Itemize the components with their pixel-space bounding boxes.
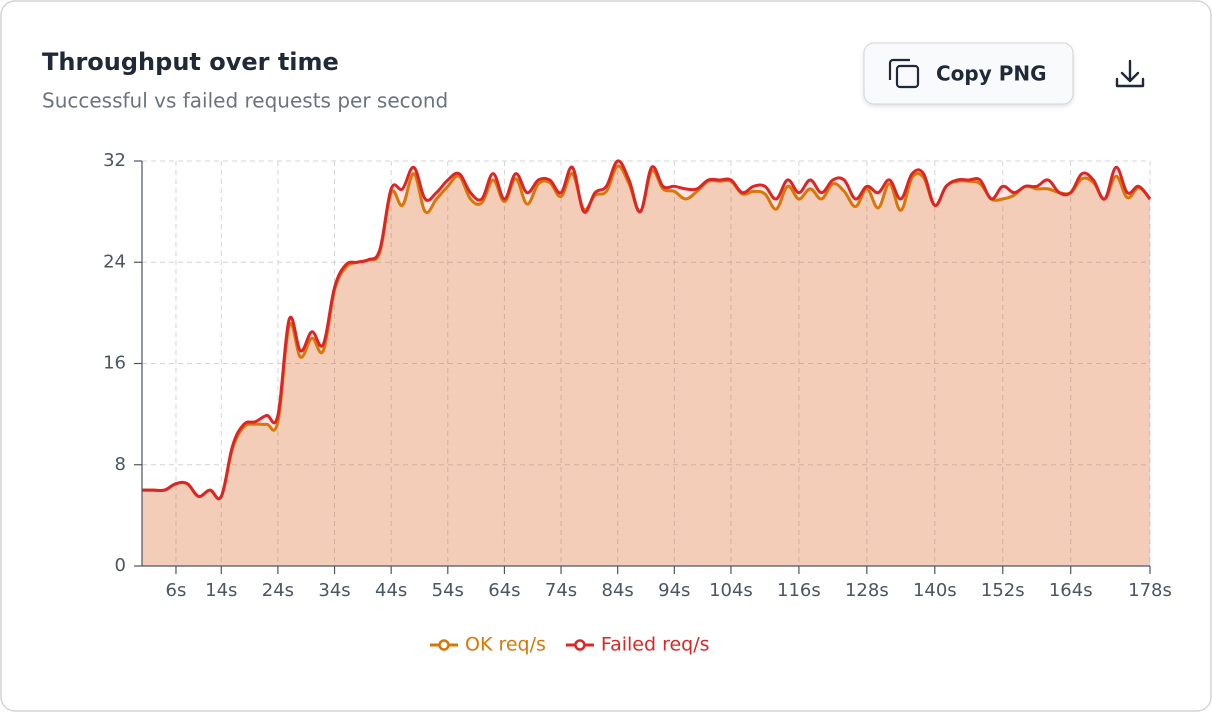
x-tick-label: 164s <box>1049 580 1093 601</box>
legend-item[interactable]: OK req/s <box>430 634 546 656</box>
x-tick-label: 104s <box>709 580 753 601</box>
x-tick-label: 140s <box>913 580 957 601</box>
x-tick-label: 178s <box>1128 580 1172 601</box>
y-tick-label: 24 <box>103 251 126 272</box>
series-line <box>141 159 1152 501</box>
x-tick-label: 128s <box>845 580 889 601</box>
x-tick-label: 94s <box>658 580 690 601</box>
legend-marker <box>438 639 450 651</box>
series-area <box>142 160 1150 566</box>
legend-label: OK req/s <box>465 634 546 656</box>
download-button[interactable] <box>1115 59 1145 88</box>
copy-button[interactable]: Copy PNG <box>863 42 1074 105</box>
x-tick-label: 74s <box>545 580 577 601</box>
x-tick-label: 152s <box>981 580 1025 601</box>
card-title: Throughput over time <box>42 48 339 76</box>
y-tick-label: 8 <box>115 454 126 475</box>
copy-icon <box>888 58 920 89</box>
legend-item[interactable]: Failed req/s <box>565 634 710 656</box>
x-tick-label: 34s <box>318 580 350 601</box>
x-tick-label: 44s <box>375 580 407 601</box>
y-tick-label: 16 <box>103 353 126 374</box>
legend-label: Failed req/s <box>601 634 710 656</box>
y-tick-label: 32 <box>103 150 126 171</box>
copy-button-frame[interactable] <box>863 42 1074 105</box>
copy-button-label[interactable]: Copy PNG <box>936 62 1047 86</box>
x-tick-label: 24s <box>262 580 294 601</box>
card-subtitle: Successful vs failed requests per second <box>42 89 448 113</box>
grid <box>142 160 1151 566</box>
legend-marker <box>574 639 586 651</box>
x-tick-label: 54s <box>432 580 464 601</box>
x-tick-label: 14s <box>205 580 237 601</box>
series-area <box>142 165 1150 567</box>
x-tick-label: 6s <box>166 580 187 601</box>
x-tick-label: 116s <box>777 580 821 601</box>
x-tick-label: 84s <box>602 580 634 601</box>
y-tick-label: 0 <box>115 555 126 576</box>
x-tick-label: 64s <box>488 580 520 601</box>
